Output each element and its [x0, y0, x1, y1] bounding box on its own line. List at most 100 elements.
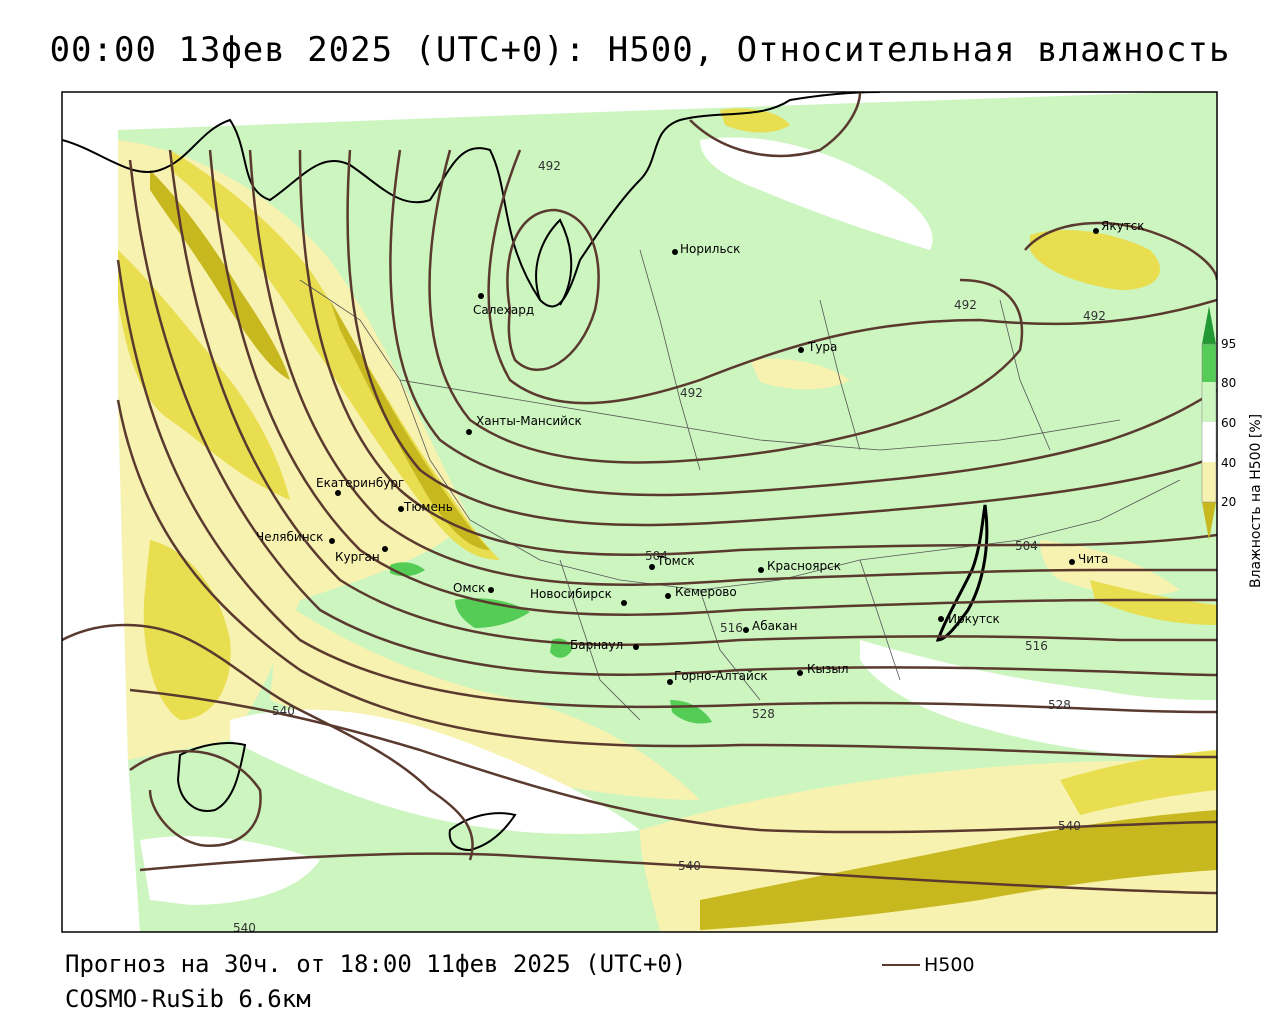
isoline-10 — [116, 399, 1217, 759]
city-marker — [797, 670, 803, 676]
dry-band-ural-dark — [150, 170, 290, 380]
city-label: Норильск — [680, 242, 740, 256]
neutral-area-north — [700, 137, 933, 250]
city-marker — [798, 347, 804, 353]
dry-band-east — [1060, 750, 1217, 815]
neutral-area-east — [860, 640, 1217, 760]
isoline-label: 528 — [1048, 698, 1071, 712]
city-marker — [1093, 228, 1099, 234]
city-label: Барнаул — [570, 638, 623, 652]
isoline-label: 492 — [538, 159, 561, 173]
colorbar-outline — [1201, 343, 1217, 503]
city-marker — [758, 567, 764, 573]
dry-area-kazakh — [270, 600, 700, 800]
dry-band-chita — [1090, 580, 1217, 625]
isoline-legend-swatch — [882, 964, 920, 966]
isoline-label: 540 — [272, 704, 295, 718]
city-marker — [621, 600, 627, 606]
city-marker — [633, 644, 639, 650]
isoline-516 — [168, 149, 1217, 646]
model-name: COSMO-RuSib 6.6км — [65, 985, 311, 1013]
isoline-540-d — [62, 623, 474, 861]
aral-area — [448, 812, 517, 852]
isoline-legend: H500 — [882, 954, 975, 976]
city-marker — [667, 679, 673, 685]
isoline-label: 492 — [954, 298, 977, 312]
city-marker — [466, 429, 472, 435]
city-label: Ханты-Мансийск — [476, 414, 582, 428]
city-label: Салехард — [473, 303, 534, 317]
city-label: Челябинск — [256, 530, 323, 544]
dry-area-chita — [1040, 540, 1180, 596]
city-label: Кызыл — [807, 662, 849, 676]
isoline-528 — [116, 259, 1217, 714]
city-marker — [398, 506, 404, 512]
colorbar-tick: 60 — [1221, 416, 1236, 430]
isoline-label: 492 — [1083, 309, 1106, 323]
isoline-1 — [428, 149, 1024, 464]
dry-area-south-bottom — [140, 836, 320, 905]
city-marker — [382, 546, 388, 552]
city-marker — [329, 538, 335, 544]
colorbar: 95 80 60 40 20 Влажность на H500 [%] — [1201, 306, 1264, 588]
isoline-lobe-top — [689, 92, 862, 158]
map-title: 00:00 13фев 2025 (UTC+0): H500, Относите… — [49, 30, 1231, 70]
city-label: Курган — [335, 550, 380, 564]
colorbar-bottom-arrow — [1202, 502, 1216, 540]
map-frame — [61, 91, 1218, 933]
city-marker — [665, 593, 671, 599]
baikal-lake — [935, 504, 989, 642]
city-label: Новосибирск — [530, 587, 612, 601]
isoline-label: 528 — [752, 707, 775, 721]
isoline-5 — [248, 149, 1217, 586]
yamal-peninsula — [535, 218, 573, 306]
city-marker — [488, 587, 494, 593]
arctic-coastline — [62, 92, 881, 308]
isoline-492-east — [1024, 221, 1217, 281]
isoline-label: 504 — [1015, 539, 1038, 553]
dry-band-southeast — [700, 810, 1217, 930]
isoline-legend-label: H500 — [924, 954, 975, 976]
colorbar-segment-95 — [1202, 344, 1216, 382]
city-marker — [649, 564, 655, 570]
city-label: Омск — [453, 581, 485, 595]
isoline-label: 504 — [645, 549, 668, 563]
isoline-540-b — [129, 749, 262, 847]
dry-area-tura — [750, 358, 850, 390]
isoline-label: 540 — [678, 859, 701, 873]
colorbar-title: Влажность на H500 [%] — [1248, 414, 1264, 588]
colorbar-tick: 40 — [1221, 456, 1236, 470]
isoline-492-low — [506, 208, 600, 372]
dry-area-west-strong — [118, 250, 290, 500]
city-label: Тура — [807, 340, 837, 354]
city-label: Красноярск — [767, 559, 841, 573]
city-marker — [335, 490, 341, 496]
isoline-3 — [346, 149, 1217, 527]
colorbar-top-arrow — [1202, 306, 1216, 344]
city-label: Абакан — [752, 619, 797, 633]
dry-area-southwest — [143, 540, 231, 720]
isoline-504 — [298, 149, 1217, 556]
colorbar-segment-40 — [1202, 462, 1216, 502]
isoline-label: 516 — [720, 621, 743, 635]
city-marker — [938, 616, 944, 622]
colorbar-tick: 95 — [1221, 337, 1236, 351]
city-label: Кемерово — [675, 585, 737, 599]
isoline-label: 540 — [1058, 819, 1081, 833]
isoline-492-north — [487, 149, 1217, 405]
forecast-info: Прогноз на 30ч. от 18:00 11фев 2025 (UTC… — [65, 950, 687, 978]
neutral-area-central — [230, 709, 640, 834]
city-label: Тюмень — [403, 500, 453, 514]
colorbar-segment-60 — [1202, 422, 1216, 462]
city-marker — [672, 249, 678, 255]
isoline-2 — [389, 149, 1217, 497]
isoline-8 — [128, 159, 1217, 677]
dry-area-yakutsk — [1030, 230, 1160, 290]
isoline-6 — [208, 149, 1217, 616]
city-label: Иркутск — [948, 612, 1000, 626]
city-label: Якутск — [1101, 219, 1145, 233]
isoline-540-a — [129, 688, 1217, 834]
isoline-label: 516 — [1025, 639, 1048, 653]
city-label: Томск — [656, 554, 695, 568]
